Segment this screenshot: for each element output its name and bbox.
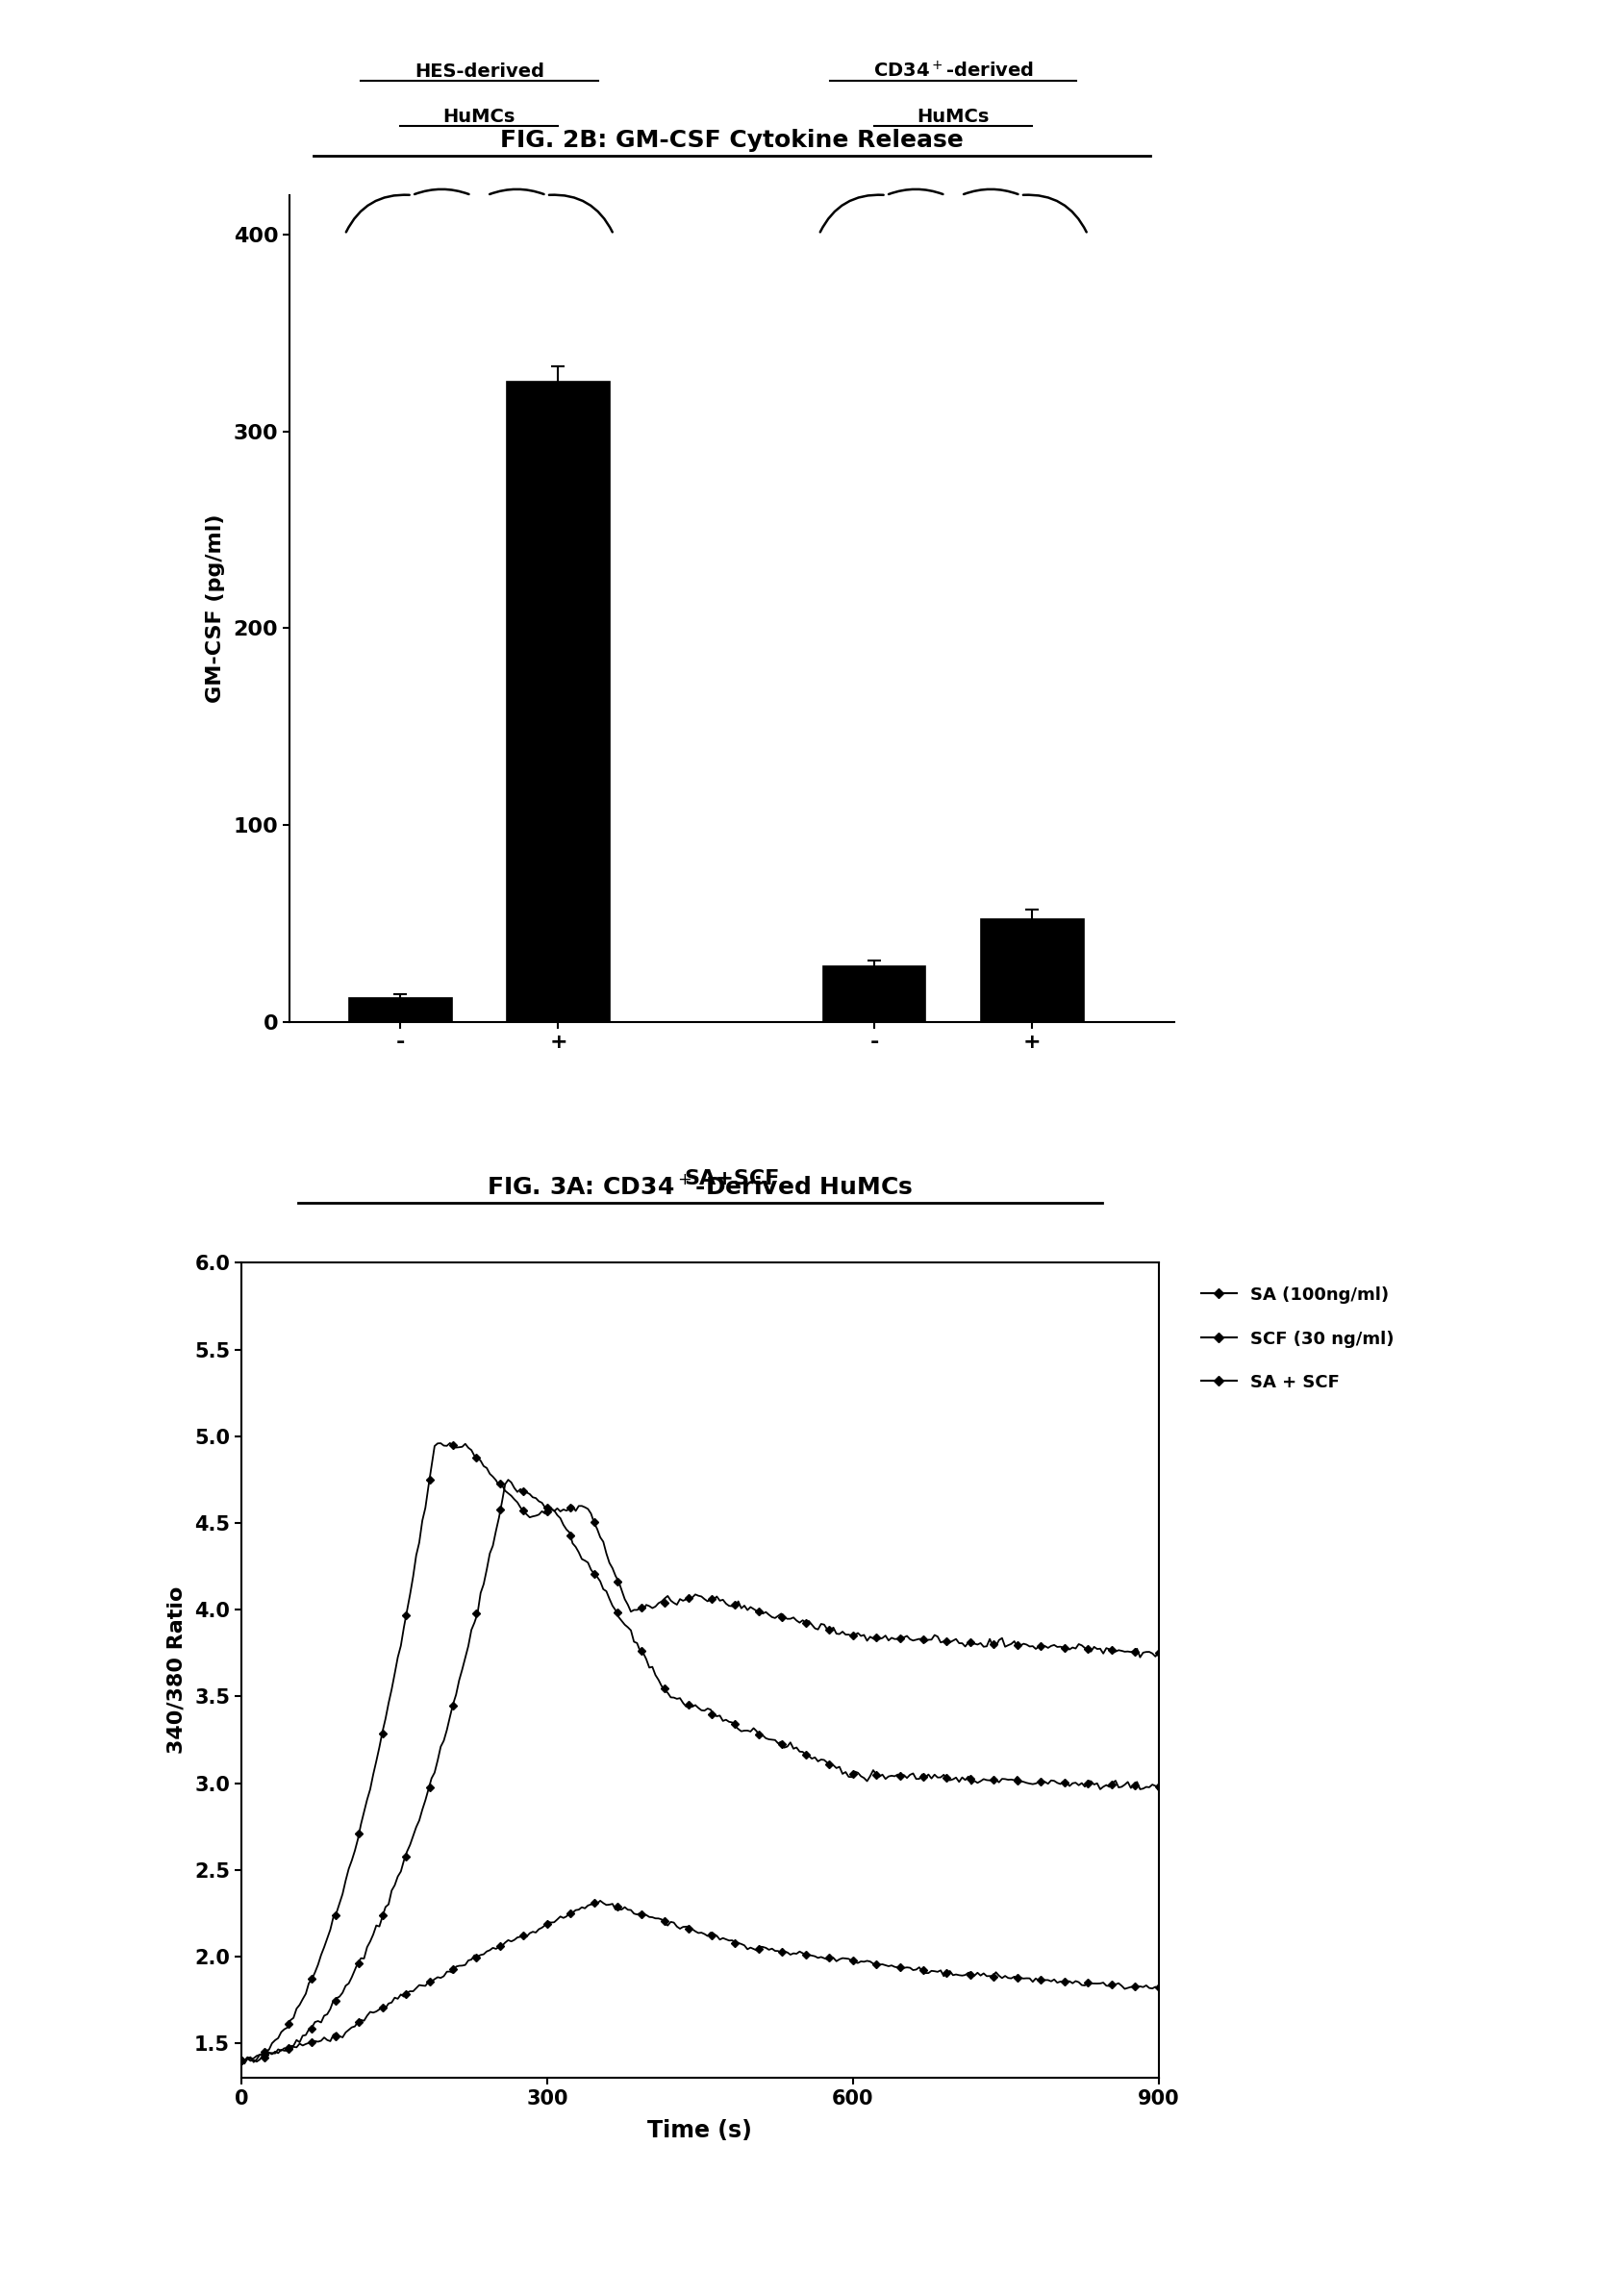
Text: HuMCs: HuMCs — [917, 108, 990, 126]
Bar — [822, 967, 925, 1022]
Text: HuMCs: HuMCs — [442, 108, 515, 126]
Text: FIG. 2B: GM-CSF Cytokine Release: FIG. 2B: GM-CSF Cytokine Release — [500, 129, 964, 152]
Legend: SA (100ng/ml), SCF (30 ng/ml), SA + SCF: SA (100ng/ml), SCF (30 ng/ml), SA + SCF — [1194, 1279, 1401, 1398]
X-axis label: Time (s): Time (s) — [647, 2119, 753, 2142]
Bar — [349, 999, 452, 1022]
Bar — [507, 381, 610, 1022]
Y-axis label: GM-CSF (pg/ml): GM-CSF (pg/ml) — [206, 514, 225, 703]
Text: HES-derived: HES-derived — [415, 62, 544, 80]
Bar — [981, 918, 1084, 1022]
Y-axis label: 340/380 Ratio: 340/380 Ratio — [167, 1587, 187, 1754]
Text: SA+SCF: SA+SCF — [684, 1169, 780, 1189]
Text: FIG. 3A: CD34$^+$-Derived HuMCs: FIG. 3A: CD34$^+$-Derived HuMCs — [488, 1176, 912, 1199]
Text: CD34$^+$-derived: CD34$^+$-derived — [874, 60, 1033, 80]
